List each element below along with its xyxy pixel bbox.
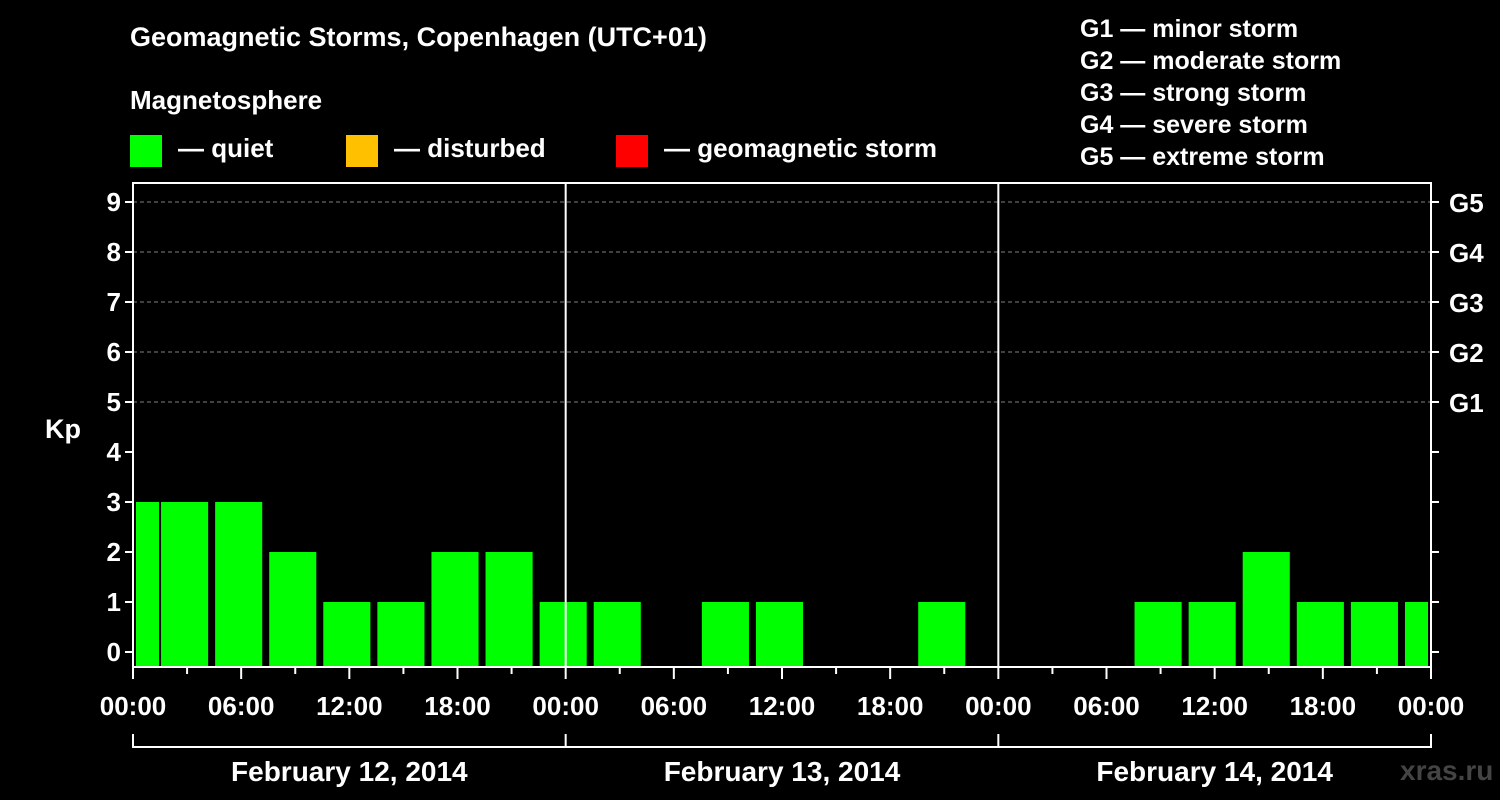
y-axis-label: Kp xyxy=(45,414,81,444)
g-level-label: G5 xyxy=(1449,188,1484,218)
x-tick-label: 00:00 xyxy=(532,691,599,721)
g-level-label: G3 xyxy=(1449,288,1484,318)
legend-label-disturbed: — disturbed xyxy=(394,133,546,163)
x-tick-label: 06:00 xyxy=(1073,691,1140,721)
y-tick-label: 3 xyxy=(107,487,121,517)
y-tick-label: 9 xyxy=(107,187,121,217)
x-tick-label: 06:00 xyxy=(208,691,275,721)
y-tick-label: 8 xyxy=(107,237,121,267)
watermark: xras.ru xyxy=(1400,755,1494,786)
y-tick-label: 0 xyxy=(107,637,121,667)
g-level-label: G1 xyxy=(1449,388,1484,418)
legend-swatch-disturbed xyxy=(346,135,378,167)
kp-bar xyxy=(1188,602,1236,667)
kp-bar xyxy=(701,602,749,667)
kp-bar xyxy=(215,502,263,667)
plot-frame xyxy=(132,182,1432,668)
x-tick-label: 18:00 xyxy=(857,691,924,721)
kp-bar xyxy=(593,602,641,667)
day-label: February 13, 2014 xyxy=(664,756,901,787)
g-level-label: G2 xyxy=(1449,338,1484,368)
g-level-label: G4 xyxy=(1449,238,1484,268)
kp-bar xyxy=(1404,602,1428,667)
day-label: February 14, 2014 xyxy=(1096,756,1333,787)
y-tick-label: 4 xyxy=(107,437,122,467)
legend-swatch-storm xyxy=(616,135,648,167)
y-tick-label: 7 xyxy=(107,287,121,317)
legend-title: Magnetosphere xyxy=(130,85,323,115)
kp-bar xyxy=(1134,602,1182,667)
kp-bar xyxy=(136,502,160,667)
kp-bar xyxy=(755,602,804,667)
kp-bar xyxy=(1296,602,1344,667)
x-tick-label: 12:00 xyxy=(1181,691,1248,721)
x-tick-label: 12:00 xyxy=(749,691,816,721)
kp-bar xyxy=(1242,552,1290,667)
legend-label-storm: — geomagnetic storm xyxy=(664,133,938,163)
kp-bar xyxy=(539,602,587,667)
y-tick-label: 6 xyxy=(107,337,121,367)
kp-bar xyxy=(918,602,966,667)
legend-swatch-quiet xyxy=(130,135,162,167)
storm-scale-g3: G3 — strong storm xyxy=(1080,79,1307,107)
x-tick-label: 18:00 xyxy=(1290,691,1357,721)
kp-bar xyxy=(431,552,479,667)
storm-scale-g5: G5 — extreme storm xyxy=(1080,143,1325,171)
storm-scale-g1: G1 — minor storm xyxy=(1080,15,1299,43)
x-tick-label: 00:00 xyxy=(1398,691,1465,721)
storm-scale-g2: G2 — moderate storm xyxy=(1080,47,1342,75)
y-tick-label: 2 xyxy=(107,537,121,567)
legend-label-quiet: — quiet xyxy=(178,133,274,163)
kp-bar xyxy=(323,602,371,667)
x-tick-label: 12:00 xyxy=(316,691,383,721)
x-tick-label: 06:00 xyxy=(641,691,708,721)
y-tick-label: 5 xyxy=(107,387,121,417)
x-tick-label: 18:00 xyxy=(424,691,491,721)
storm-scale-g4: G4 — severe storm xyxy=(1080,111,1308,139)
x-tick-label: 00:00 xyxy=(100,691,167,721)
kp-bar xyxy=(161,502,209,667)
chart-title: Geomagnetic Storms, Copenhagen (UTC+01) xyxy=(130,22,707,52)
kp-bar xyxy=(377,602,425,667)
kp-bar xyxy=(1350,602,1398,667)
day-label: February 12, 2014 xyxy=(231,756,468,787)
y-tick-label: 1 xyxy=(107,587,121,617)
kp-bar xyxy=(485,552,533,667)
kp-bar xyxy=(269,552,317,667)
x-tick-label: 00:00 xyxy=(965,691,1032,721)
